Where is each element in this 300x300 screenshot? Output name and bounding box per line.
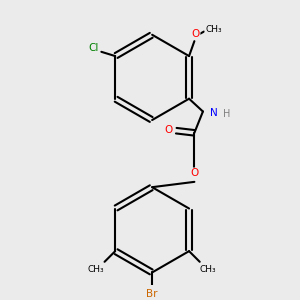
Text: O: O [165, 124, 173, 135]
Text: CH₃: CH₃ [200, 265, 217, 274]
Text: O: O [191, 29, 200, 39]
Text: Cl: Cl [89, 43, 99, 52]
Text: Br: Br [146, 289, 158, 299]
Text: N: N [210, 108, 218, 118]
Text: CH₃: CH₃ [205, 25, 222, 34]
Text: H: H [223, 109, 230, 118]
Text: CH₃: CH₃ [88, 265, 104, 274]
Text: O: O [190, 168, 199, 178]
